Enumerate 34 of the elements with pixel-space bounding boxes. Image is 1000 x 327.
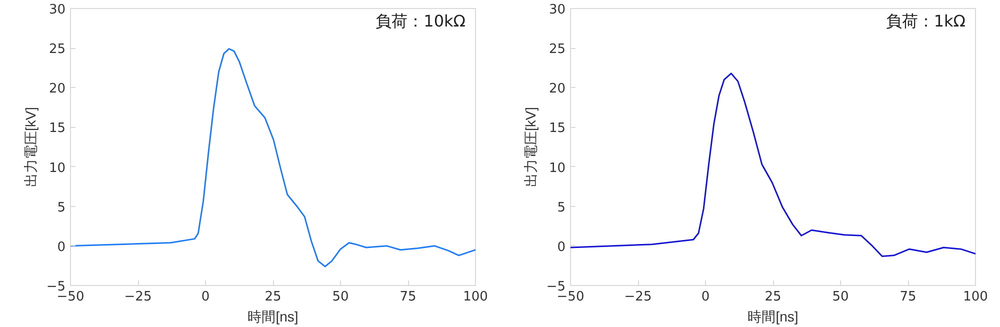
annotation: 負荷：10kΩ xyxy=(376,12,466,30)
x-tick-label: 25 xyxy=(264,290,282,304)
x-tick-label: 50 xyxy=(832,290,849,304)
y-axis-title: 出力電圧[kV] xyxy=(522,106,538,188)
y-tick-label: 0 xyxy=(557,240,566,255)
x-axis-title: 時間[ns] xyxy=(748,308,798,324)
x-tick-label: 75 xyxy=(400,290,416,304)
x-tick-label: 100 xyxy=(963,290,988,304)
y-tick-label: 20 xyxy=(548,82,566,97)
y-tick-label: 30 xyxy=(548,2,566,18)
line-series xyxy=(70,48,476,268)
x-tick-label: 100 xyxy=(463,290,488,304)
y-tick-label: 10 xyxy=(48,160,66,176)
y-tick-label: 10 xyxy=(548,160,566,176)
x-tick-label: 75 xyxy=(900,290,916,304)
x-tick-label: 0 xyxy=(701,290,710,304)
x-tick-label: −25 xyxy=(124,290,152,304)
x-tick-label: −25 xyxy=(624,290,652,304)
y-tick-label: 30 xyxy=(48,2,66,18)
x-axis-title: 時間[ns] xyxy=(248,308,298,324)
y-tick-label: 20 xyxy=(48,82,66,97)
y-tick-label: 15 xyxy=(48,121,66,136)
x-tick-label: 25 xyxy=(764,290,782,304)
x-tick-label: 0 xyxy=(201,290,210,304)
y-tick-label: 5 xyxy=(557,200,566,216)
y-tick-label: 25 xyxy=(548,42,566,58)
annotation: 負荷：1kΩ xyxy=(886,12,966,30)
x-tick-label: 50 xyxy=(332,290,349,304)
y-tick-label: 25 xyxy=(48,42,66,58)
line-series xyxy=(570,72,976,257)
y-tick-label: 5 xyxy=(57,200,66,216)
y-tick-label: 15 xyxy=(548,121,566,136)
y-axis-title: 出力電圧[kV] xyxy=(22,106,38,188)
y-tick-label: 0 xyxy=(57,240,66,255)
